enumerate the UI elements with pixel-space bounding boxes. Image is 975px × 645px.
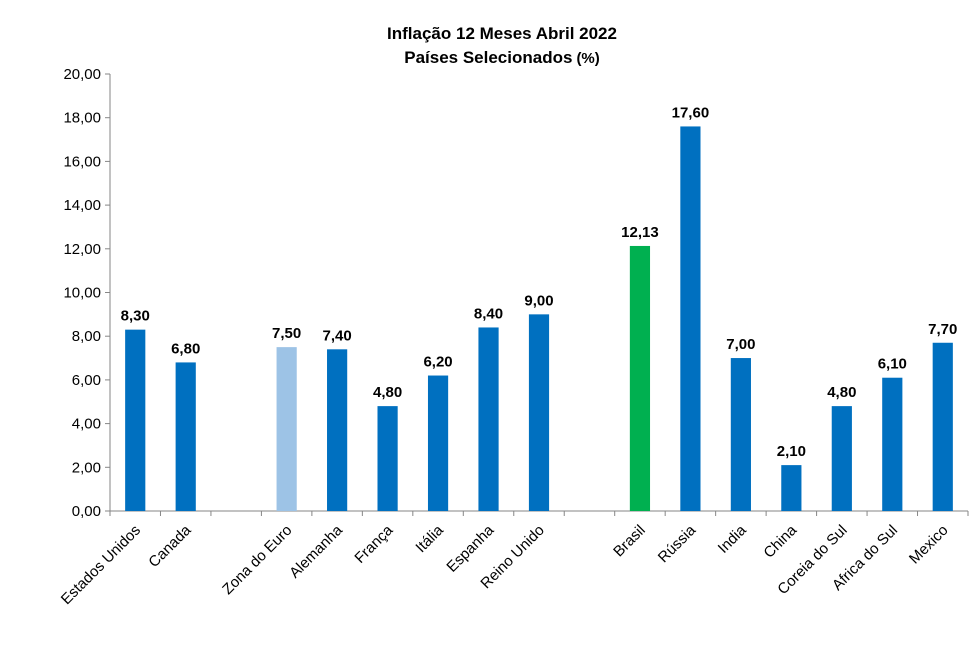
data-label: 4,80 — [827, 384, 856, 401]
x-tick-label: China — [760, 521, 800, 561]
data-label: 4,80 — [373, 384, 402, 401]
bar — [125, 329, 146, 511]
bar — [882, 377, 903, 511]
bar — [680, 126, 701, 511]
x-tick-label: India — [715, 521, 750, 556]
data-label: 7,40 — [323, 327, 352, 344]
bar — [377, 406, 398, 511]
y-tick-label: 14,00 — [63, 197, 101, 214]
bar — [276, 347, 297, 511]
y-tick-label: 0,00 — [72, 503, 101, 520]
y-tick-label: 8,00 — [72, 328, 101, 345]
data-label: 17,60 — [672, 104, 710, 121]
bar — [730, 358, 751, 511]
bar — [478, 327, 499, 511]
x-tick-label: Estados Unidos — [58, 522, 144, 608]
y-tick-label: 6,00 — [72, 372, 101, 389]
x-tick-label: França — [351, 521, 396, 566]
y-tick-label: 4,00 — [72, 416, 101, 433]
bar — [629, 245, 651, 511]
x-tick-label: Alemanha — [286, 521, 346, 581]
chart-subtitle-unit: (%) — [576, 50, 599, 67]
data-label: 6,10 — [878, 356, 907, 373]
bar — [831, 406, 852, 511]
chart-title: Inflação 12 Meses Abril 2022 — [387, 24, 617, 43]
data-label: 9,00 — [524, 292, 553, 309]
y-tick-label: 16,00 — [63, 153, 101, 170]
bars — [125, 126, 953, 511]
data-label: 6,20 — [423, 354, 452, 371]
data-label: 8,40 — [474, 305, 503, 322]
axes: 0,00 2,00 4,00 6,00 8,00 10,00 12,00 14,00 16,00… — [63, 66, 969, 520]
x-tick-label: Rússia — [655, 521, 700, 566]
x-tick-label: Mexico — [906, 522, 952, 568]
data-label: 12,13 — [621, 224, 659, 241]
x-tick-label: Brasil — [610, 522, 649, 561]
bar — [932, 342, 953, 511]
x-tick-label: Itália — [412, 521, 447, 556]
data-label: 6,80 — [171, 340, 200, 357]
data-label: 8,30 — [121, 308, 150, 325]
bar — [327, 349, 348, 511]
y-tick-label: 2,00 — [72, 459, 101, 476]
y-tick-label: 12,00 — [63, 241, 101, 258]
data-label: 2,10 — [777, 443, 806, 460]
y-tick-label: 18,00 — [63, 110, 101, 127]
chart-subtitle: Países Selecionados (%) — [404, 48, 600, 67]
x-tick-labels: Estados Unidos Canada Zona do EuroAlemanha… — [58, 521, 952, 608]
bar — [528, 314, 550, 511]
x-tick-label: Zona do Euro — [219, 522, 295, 598]
data-label: 7,00 — [726, 336, 755, 353]
x-tick-label: Canada — [145, 521, 195, 571]
data-label: 7,70 — [928, 321, 957, 338]
bar — [175, 362, 196, 511]
chart-subtitle-text: Países Selecionados — [404, 48, 572, 67]
data-label: 7,50 — [272, 325, 301, 342]
bar — [427, 375, 449, 511]
bar — [781, 465, 802, 511]
data-labels: 8,30 6,80 7,50 7,40 4,80 6,20 8,40 9,00 12,13 17,… — [121, 104, 958, 460]
y-tick-label: 10,00 — [63, 285, 101, 302]
y-tick-label: 20,00 — [63, 66, 101, 83]
